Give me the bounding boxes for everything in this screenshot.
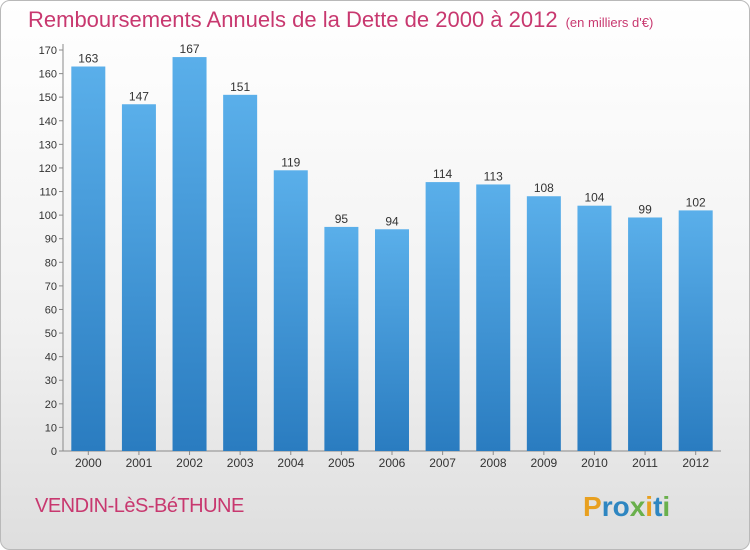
y-tick-label: 80 — [45, 257, 57, 269]
y-tick-label: 40 — [45, 352, 57, 364]
y-tick-label: 140 — [39, 116, 57, 128]
y-tick-label: 20 — [45, 399, 57, 411]
bar — [223, 94, 258, 451]
x-tick-label: 2010 — [581, 456, 608, 470]
data-label: 108 — [534, 181, 554, 195]
bar — [273, 170, 308, 452]
y-tick-label: 110 — [39, 187, 57, 199]
y-tick-label: 150 — [39, 92, 57, 104]
x-tick-label: 2003 — [227, 456, 254, 470]
unit-note: (en milliers d'€) — [565, 15, 654, 30]
x-tick-label: 2002 — [176, 456, 203, 470]
x-tick-label: 2012 — [682, 456, 709, 470]
data-label: 99 — [638, 202, 652, 216]
data-label: 113 — [484, 169, 503, 183]
data-label: 163 — [78, 52, 98, 66]
y-tick-label: 160 — [39, 69, 57, 81]
logo-letter: o — [612, 491, 630, 522]
logo-letter: x — [629, 491, 646, 522]
y-tick-label: 90 — [45, 234, 57, 246]
data-label: 104 — [584, 191, 604, 205]
logo-letter: t — [653, 491, 663, 522]
x-tick-label: 2006 — [379, 456, 406, 470]
y-tick-label: 120 — [39, 163, 57, 175]
proxiti-logo: Proxiti — [583, 491, 670, 523]
data-label: 102 — [686, 195, 706, 209]
bar — [324, 226, 359, 451]
y-tick-label: 0 — [51, 446, 57, 458]
x-tick-label: 2011 — [632, 456, 658, 470]
bar — [71, 66, 106, 451]
data-label: 114 — [433, 167, 452, 181]
bar — [577, 205, 612, 451]
x-tick-label: 2009 — [530, 456, 557, 470]
bar — [628, 217, 663, 451]
data-label: 167 — [180, 42, 200, 56]
x-tick-label: 2001 — [126, 456, 153, 470]
bar — [678, 210, 713, 451]
bar — [476, 184, 511, 451]
logo-letter: P — [583, 491, 602, 522]
y-tick-label: 130 — [39, 139, 57, 151]
y-tick-label: 50 — [45, 328, 57, 340]
bar — [121, 104, 156, 452]
bar — [375, 229, 409, 451]
bar — [425, 182, 460, 451]
bar — [526, 196, 561, 451]
x-tick-label: 2005 — [328, 456, 355, 470]
logo-letter: i — [662, 491, 671, 522]
bar — [172, 57, 207, 451]
y-tick-label: 30 — [45, 375, 57, 387]
x-tick-label: 2004 — [277, 456, 304, 470]
data-label: 94 — [385, 214, 399, 228]
y-tick-label: 10 — [45, 422, 57, 434]
data-label: 147 — [129, 89, 149, 103]
chart-title: Remboursements Annuels de la Dette de 20… — [28, 7, 653, 33]
x-tick-label: 2008 — [480, 456, 507, 470]
data-label: 95 — [335, 212, 349, 226]
logo-letter: i — [645, 491, 654, 522]
commune-name: VENDIN-LèS-BéTHUNE — [35, 495, 244, 517]
y-tick-label: 70 — [45, 281, 57, 293]
data-label: 151 — [230, 80, 250, 94]
x-tick-label: 2000 — [75, 456, 102, 470]
logo-letter: r — [601, 491, 613, 522]
y-tick-label: 170 — [39, 45, 57, 57]
data-label: 119 — [281, 155, 300, 169]
y-tick-label: 60 — [45, 304, 57, 316]
x-tick-label: 2007 — [429, 456, 456, 470]
y-tick-label: 100 — [39, 210, 57, 222]
chart-title-text: Remboursements Annuels de la Dette de 20… — [28, 7, 558, 32]
